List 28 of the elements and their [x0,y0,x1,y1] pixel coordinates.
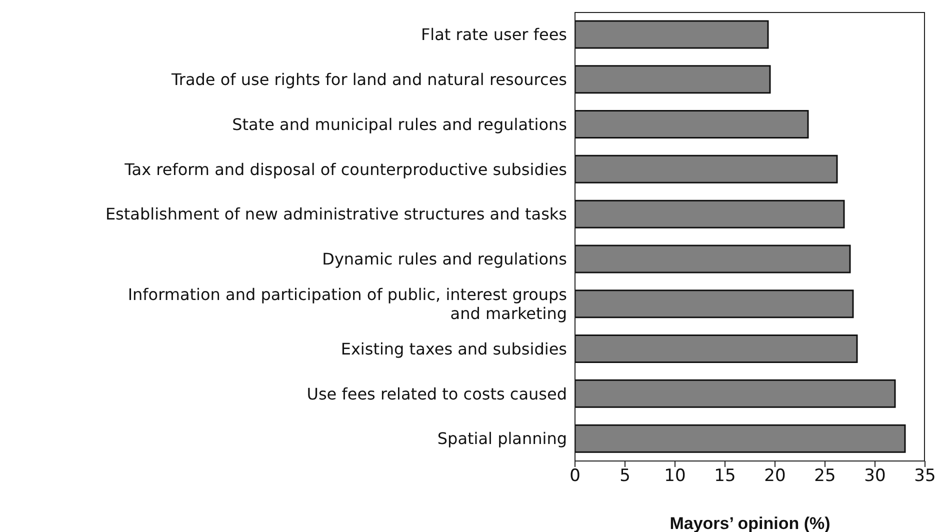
y-tick-label: Dynamic rules and regulations [322,250,567,269]
bar [575,110,809,139]
y-tick-label: Spatial planning [437,429,567,448]
x-tick-label: 20 [764,466,786,486]
x-tick-label: 0 [570,466,580,486]
bar [575,154,838,184]
bar [575,244,851,274]
y-tick-label: Trade of use rights for land and natural resources [170,70,567,89]
y-tick-label: Flat rate user fees [420,25,567,44]
bar [575,424,906,453]
y-tick-label: Use fees related to costs caused [306,384,567,404]
bar [575,200,845,228]
bar [575,334,858,364]
x-tick-label: 25 [814,466,836,486]
x-tick-label: 30 [864,466,886,486]
y-tick-label: Existing taxes and subsidies [340,339,567,358]
x-tick-label: 5 [620,466,630,486]
bar [575,290,854,318]
y-tick-label: Information and participation of public, interest groups and marketing [128,284,567,323]
bar [575,65,771,94]
bar [575,379,896,408]
y-tick-label: Tax reform and disposal of counterproductive subsidies [124,160,567,179]
y-tick-label: Establishment of new administrative structures and tasks [105,204,567,224]
x-tick-label: 35 [914,466,936,486]
bar [575,20,769,49]
x-tick-label: 15 [714,466,736,486]
y-tick-label: State and municipal rules and regulations [232,114,567,134]
x-tick-label: 10 [664,466,686,486]
